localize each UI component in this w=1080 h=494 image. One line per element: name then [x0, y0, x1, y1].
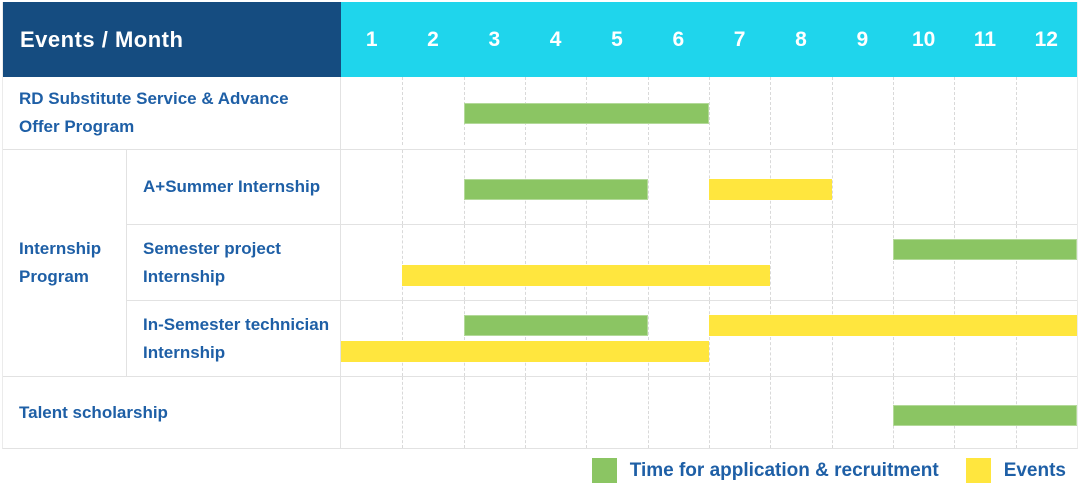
- gantt-bar-application: [463, 179, 648, 201]
- month-label: 2: [427, 27, 439, 51]
- month-label: 4: [549, 27, 562, 51]
- month-label: 9: [856, 27, 869, 51]
- row-chart-area: [341, 77, 1077, 145]
- month-gridline: [647, 225, 649, 301]
- month-label: 12: [1034, 27, 1058, 51]
- row-group: Internship Program A+Summer Internship Sem…: [3, 149, 1077, 377]
- row-chart-area: [341, 301, 1077, 377]
- row-label: In-Semester technician Internship: [127, 301, 341, 377]
- header-title: Events / Month: [3, 2, 341, 77]
- month-gridline: [1015, 77, 1017, 145]
- month-gridline: [586, 225, 588, 301]
- month-gridline: [463, 377, 465, 449]
- month-gridline: [402, 77, 404, 145]
- month-gridline: [770, 77, 772, 145]
- month-gridline: [770, 377, 772, 449]
- month-gridline: [586, 301, 588, 377]
- month-gridline: [709, 225, 710, 301]
- month-gridline: [463, 225, 465, 301]
- gantt-bar-application: [463, 103, 709, 124]
- month-label: 11: [973, 27, 997, 51]
- group-label: Internship Program: [3, 150, 127, 377]
- legend-label-events: Events: [1003, 459, 1066, 481]
- month-gridline: [893, 150, 894, 225]
- month-gridline: [770, 225, 772, 301]
- row-chart-area: [341, 225, 1077, 301]
- month-gridline: [954, 77, 956, 145]
- month-gridline: [893, 301, 894, 377]
- month-gridline: [831, 377, 833, 449]
- month-label: 8: [795, 27, 807, 51]
- table-row: RD Substitute Service & Advance Offer Pr…: [3, 77, 1077, 150]
- gantt-bar-events: [341, 341, 709, 363]
- row-label: Semester project Internship: [127, 225, 341, 301]
- gantt-bar-application: [893, 239, 1077, 261]
- month-gridline: [402, 301, 404, 377]
- month-gridline: [1015, 225, 1017, 301]
- legend-label-application: Time for application & recruitment: [629, 459, 939, 481]
- row-chart-area: [341, 150, 1077, 225]
- table-row: Talent scholarship: [3, 376, 1077, 449]
- month-gridline: [709, 301, 710, 377]
- legend-item-events: Events: [965, 458, 1066, 483]
- gantt-body: RD Substitute Service & Advance Offer Pr…: [3, 77, 1077, 449]
- month-gridline: [893, 77, 894, 145]
- month-label: 3: [488, 27, 501, 51]
- month-gridline: [1015, 150, 1017, 225]
- month-label: 7: [733, 27, 746, 51]
- header-row: Events / Month 1 2 3 4 5 6 7 8 9 10 11 12: [3, 2, 1077, 77]
- row-label: RD Substitute Service & Advance Offer Pr…: [3, 77, 341, 150]
- application-color-swatch: [591, 458, 617, 483]
- month-label: 1: [365, 27, 378, 51]
- month-gridline: [525, 377, 526, 449]
- month-gridline: [954, 301, 956, 377]
- month-gridline: [954, 150, 956, 225]
- row-label: A+Summer Internship: [127, 150, 341, 225]
- month-gridline: [893, 225, 894, 301]
- month-gridline: [525, 225, 526, 301]
- row-label: Talent scholarship: [3, 377, 341, 449]
- month-label: 6: [672, 27, 685, 51]
- events-color-swatch: [965, 458, 991, 483]
- table-row: In-Semester technician Internship: [127, 300, 1077, 377]
- table-row: Semester project Internship: [127, 224, 1077, 301]
- legend-item-application: Time for application & recruitment: [591, 458, 939, 483]
- month-gridline: [770, 301, 772, 377]
- month-header-strip: 1 2 3 4 5 6 7 8 9 10 11 12: [341, 2, 1077, 77]
- gantt-bar-events: [402, 265, 771, 287]
- month-gridline: [954, 225, 956, 301]
- row-chart-area: [341, 377, 1077, 449]
- month-gridline: [463, 301, 465, 377]
- gantt-bar-application: [893, 404, 1077, 426]
- month-gridline: [709, 377, 710, 449]
- gantt-bar-events: [709, 315, 1077, 337]
- month-gridline: [831, 225, 833, 301]
- month-gridline: [1015, 301, 1017, 377]
- month-gridline: [709, 77, 710, 145]
- gantt-table: Events / Month 1 2 3 4 5 6 7 8 9 10 11 12 RD Substi…: [2, 2, 1078, 450]
- group-subrows: A+Summer Internship Semester project Inte…: [127, 150, 1077, 377]
- month-label: 5: [611, 27, 623, 51]
- month-gridline: [402, 225, 404, 301]
- month-gridline: [831, 150, 833, 225]
- month-label: 10: [911, 27, 936, 51]
- month-gridline: [402, 150, 404, 225]
- legend: Time for application & recruitment Event…: [591, 458, 1066, 483]
- gantt-bar-events: [709, 179, 832, 201]
- gantt-bar-application: [463, 315, 648, 337]
- month-gridline: [586, 377, 588, 449]
- month-gridline: [647, 377, 649, 449]
- month-gridline: [647, 150, 649, 225]
- month-gridline: [647, 301, 649, 377]
- table-row: A+Summer Internship: [127, 150, 1077, 225]
- month-gridline: [525, 301, 526, 377]
- month-gridline: [831, 301, 833, 377]
- month-gridline: [831, 77, 833, 145]
- month-gridline: [402, 377, 404, 449]
